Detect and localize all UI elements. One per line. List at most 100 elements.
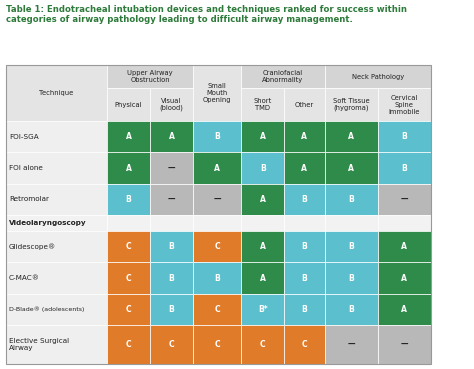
- Text: B: B: [348, 195, 354, 204]
- Text: D-Blade® (adolescents): D-Blade® (adolescents): [9, 306, 84, 312]
- Bar: [107, 325, 150, 364]
- Text: A: A: [401, 305, 407, 314]
- Text: —: —: [401, 195, 408, 204]
- Bar: [284, 262, 325, 294]
- Bar: [241, 215, 284, 231]
- Text: B: B: [348, 242, 354, 251]
- Text: C: C: [126, 305, 131, 314]
- Text: —: —: [401, 340, 408, 349]
- Text: Elective Surgical
Airway: Elective Surgical Airway: [9, 338, 69, 351]
- Text: B: B: [301, 305, 307, 314]
- Bar: [193, 121, 241, 152]
- Bar: [241, 88, 284, 121]
- Bar: [241, 231, 284, 262]
- Bar: [241, 294, 284, 325]
- Text: A: A: [348, 163, 354, 173]
- Text: Cervical
Spine
Immobile: Cervical Spine Immobile: [389, 95, 420, 115]
- Text: —: —: [168, 195, 175, 204]
- Text: Retromolar: Retromolar: [9, 196, 49, 202]
- Bar: [107, 121, 150, 152]
- Text: Neck Pathology: Neck Pathology: [352, 74, 404, 80]
- Text: C-MAC®: C-MAC®: [9, 275, 40, 281]
- Bar: [378, 215, 431, 231]
- Text: A: A: [260, 242, 265, 251]
- Text: B: B: [169, 305, 174, 314]
- Text: Videolaryngoscopy: Videolaryngoscopy: [9, 220, 86, 226]
- Bar: [378, 152, 431, 184]
- Text: A: A: [126, 163, 131, 173]
- Bar: [193, 231, 241, 262]
- Text: B: B: [169, 273, 174, 283]
- Text: A: A: [348, 132, 354, 141]
- Bar: [284, 231, 325, 262]
- Bar: [107, 294, 150, 325]
- Bar: [284, 88, 325, 121]
- Bar: [6, 294, 107, 325]
- Bar: [325, 231, 378, 262]
- Bar: [150, 294, 193, 325]
- Bar: [325, 121, 378, 152]
- Text: B: B: [348, 273, 354, 283]
- Bar: [150, 184, 193, 215]
- Bar: [107, 184, 150, 215]
- Bar: [284, 215, 325, 231]
- Text: B: B: [401, 132, 407, 141]
- Bar: [378, 231, 431, 262]
- Bar: [284, 184, 325, 215]
- Bar: [378, 325, 431, 364]
- Bar: [378, 184, 431, 215]
- Bar: [6, 152, 107, 184]
- Bar: [193, 152, 241, 184]
- Text: A: A: [401, 273, 407, 283]
- Bar: [325, 65, 431, 88]
- Bar: [378, 88, 431, 121]
- Bar: [6, 231, 107, 262]
- Bar: [241, 184, 284, 215]
- Text: C: C: [214, 305, 220, 314]
- Text: A: A: [214, 163, 220, 173]
- Bar: [325, 294, 378, 325]
- Bar: [325, 325, 378, 364]
- Bar: [241, 262, 284, 294]
- Bar: [284, 325, 325, 364]
- Text: B: B: [401, 163, 407, 173]
- Text: B: B: [169, 242, 174, 251]
- Text: FOI alone: FOI alone: [9, 165, 43, 171]
- Text: C: C: [126, 273, 131, 283]
- Bar: [150, 152, 193, 184]
- Text: Short
TMD: Short TMD: [254, 98, 272, 111]
- Text: —: —: [347, 340, 355, 349]
- Text: Small
Mouth
Opening: Small Mouth Opening: [203, 83, 231, 103]
- Text: A: A: [260, 132, 265, 141]
- Text: B: B: [301, 195, 307, 204]
- Text: C: C: [169, 340, 174, 349]
- Bar: [107, 88, 150, 121]
- Text: A: A: [126, 132, 131, 141]
- Text: A: A: [169, 132, 174, 141]
- Bar: [241, 121, 284, 152]
- Text: Table 1: Endotracheal intubation devices and techniques ranked for success withi: Table 1: Endotracheal intubation devices…: [6, 5, 407, 24]
- Bar: [193, 262, 241, 294]
- Bar: [6, 325, 107, 364]
- Bar: [150, 262, 193, 294]
- Bar: [6, 215, 107, 231]
- Bar: [325, 215, 378, 231]
- Bar: [107, 262, 150, 294]
- Bar: [6, 65, 107, 121]
- Bar: [325, 152, 378, 184]
- Text: B: B: [260, 163, 265, 173]
- Text: Visual
(blood): Visual (blood): [160, 98, 183, 111]
- Bar: [325, 88, 378, 121]
- Bar: [107, 65, 193, 88]
- Text: Upper Airway
Obstruction: Upper Airway Obstruction: [127, 70, 173, 83]
- Bar: [6, 65, 431, 364]
- Bar: [150, 215, 193, 231]
- Bar: [378, 121, 431, 152]
- Text: A: A: [260, 273, 265, 283]
- Text: Craniofacial
Abnormality: Craniofacial Abnormality: [262, 70, 303, 83]
- Text: B: B: [301, 273, 307, 283]
- Text: C: C: [126, 242, 131, 251]
- Text: Soft Tissue
(hygroma): Soft Tissue (hygroma): [333, 98, 370, 111]
- Text: A: A: [260, 195, 265, 204]
- Text: B: B: [348, 305, 354, 314]
